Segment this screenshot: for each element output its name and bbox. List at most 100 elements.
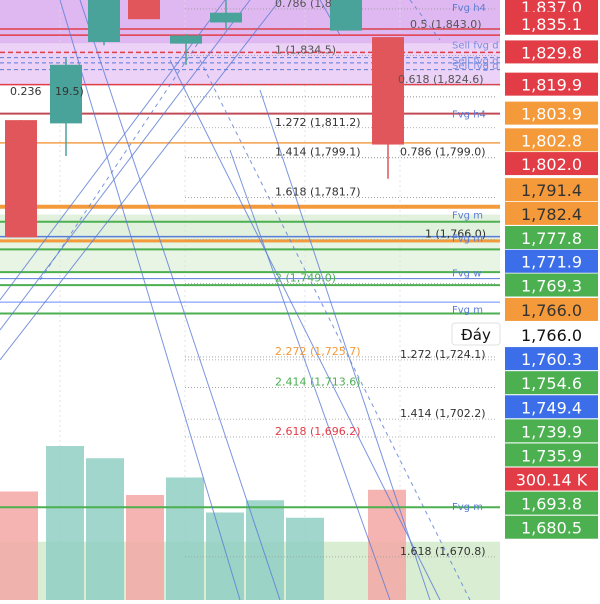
candle-0 (5, 120, 37, 238)
price-tag-label-10: 1,771.9 (521, 253, 582, 272)
fib-label-1: 0.5 (1,843.0) (410, 18, 482, 31)
price-tag-bg-7 (505, 178, 598, 202)
zone-label-2: Sell fvg d (452, 56, 499, 67)
candle-3 (128, 0, 160, 20)
price-tag-13: 1,766.0 (505, 322, 598, 346)
fib-label-14: 2.414 (1,713.6) (275, 376, 361, 389)
price-tag-label-18: 1,735.9 (521, 446, 582, 465)
fib-label-3: 0.618 (1,824.6) (398, 73, 484, 86)
price-tag-bg-20 (505, 491, 598, 515)
price-tag-bg-17 (505, 419, 598, 443)
price-tag-label-8: 1,782.4 (521, 205, 582, 224)
trend-line-8 (229, 149, 391, 601)
price-tag-1: 1,835.1 (505, 11, 598, 35)
fib-label-4: 0.236 (10, 85, 42, 98)
trend-line-9 (259, 89, 431, 601)
zone-band-0 (0, 0, 500, 44)
candle-body-3 (128, 0, 160, 20)
price-tag-label-17: 1,739.9 (521, 422, 582, 441)
price-tag-label-11: 1,769.3 (521, 277, 582, 296)
candle-body-5 (210, 12, 242, 23)
candle-1 (50, 58, 82, 156)
price-tag-bg-8 (505, 201, 598, 225)
fib-label-13: 1.272 (1,724.1) (400, 348, 486, 361)
bottom-marker: Đáy (451, 322, 501, 346)
price-tag-4: 1,803.9 (505, 101, 598, 125)
volume-bar-4 (166, 477, 204, 600)
bottom-marker-label: Đáy (461, 326, 491, 344)
price-tag-16: 1,749.4 (505, 395, 598, 419)
price-tag-label-3: 1,819.9 (521, 76, 582, 95)
fib-label-0: 0.786 (1,8 (275, 0, 332, 10)
price-tag-6: 1,802.0 (505, 152, 598, 176)
price-tag-bg-16 (505, 395, 598, 419)
price-tag-bg-18 (505, 443, 598, 467)
price-tag-14: 1,760.3 (505, 347, 598, 371)
trend-line-2 (0, 0, 226, 301)
price-tag-bg-12 (505, 297, 598, 321)
price-tag-label-12: 1,766.0 (521, 301, 582, 320)
fib-label-17: 1.618 (1,670.8) (400, 545, 486, 558)
trend-line-11 (409, 0, 441, 41)
price-tag-15: 1,754.6 (505, 371, 598, 395)
candle-body-4 (170, 35, 202, 44)
price-tag-label-16: 1,749.4 (521, 398, 582, 417)
zone-label-4: Fvg h4 (452, 110, 486, 121)
candle-5 (210, 0, 242, 29)
price-tag-label-15: 1,754.6 (521, 374, 582, 393)
price-tag-bg-4 (505, 101, 598, 125)
fib-label-15: 1.414 (1,702.2) (400, 407, 486, 420)
trend-line-6 (169, 59, 441, 601)
price-tag-17: 1,739.9 (505, 419, 598, 443)
price-tag-7: 1,791.4 (505, 178, 598, 202)
volume-bar-7 (286, 517, 324, 600)
candle-body-0 (5, 120, 37, 238)
price-tag-5: 1,802.8 (505, 128, 598, 152)
candle-body-1 (50, 64, 82, 124)
price-tag-bg-3 (505, 72, 598, 96)
fib-label-5: 19.5) (55, 85, 84, 98)
zone-label-1: Sell fvg d (452, 41, 499, 52)
price-tag-12: 1,766.0 (505, 297, 598, 321)
price-tag-bg-19 (505, 467, 598, 491)
price-tag-label-9: 1,777.8 (521, 229, 582, 248)
price-tag-label-4: 1,803.9 (521, 105, 582, 124)
price-tag-bg-6 (505, 152, 598, 176)
price-tag-bg-5 (505, 128, 598, 152)
bottom-marker-bg (451, 322, 501, 346)
price-tag-20: 1,693.8 (505, 491, 598, 515)
volume-bar-2 (86, 458, 124, 600)
volume-bar-3 (126, 495, 164, 600)
fib-label-2: 1 (1,834.5) (275, 43, 336, 56)
fib-label-12: 2.272 (1,725.7) (275, 345, 361, 358)
candle-2 (88, 0, 120, 46)
price-tag-label-6: 1,802.0 (521, 155, 582, 174)
fib-label-10: 1 (1,766.0) (425, 228, 486, 241)
price-tag-label-20: 1,693.8 (521, 495, 582, 514)
trend-line-3 (39, 39, 201, 281)
price-tag-21: 1,680.5 (505, 515, 598, 539)
zone-label-9: Fvg m (452, 502, 483, 513)
price-tag-bg-21 (505, 515, 598, 539)
volume-bar-1 (46, 446, 84, 600)
zone-label-0: Fvg h4 (452, 3, 486, 14)
price-tag-label-14: 1,760.3 (521, 350, 582, 369)
price-tag-bg-1 (505, 11, 598, 35)
volume-bar-0 (0, 491, 38, 600)
zone-label-7: Fvg w (452, 268, 481, 279)
price-tag-label-19: 300.14 K (516, 471, 588, 490)
price-tag-bg-2 (505, 40, 598, 64)
trend-line-4 (59, 0, 241, 601)
price-tag-2: 1,829.8 (505, 40, 598, 64)
fib-label-9: 1.618 (1,781.7) (275, 185, 361, 198)
fib-label-16: 2.618 (1,696.2) (275, 425, 361, 438)
price-tag-3: 1,819.9 (505, 72, 598, 96)
price-tag-bg-15 (505, 371, 598, 395)
price-tag-label-5: 1,802.8 (521, 131, 582, 150)
price-tag-label-21: 1,680.5 (521, 519, 582, 538)
fib-label-8: 0.786 (1,799.0) (400, 146, 486, 159)
price-tag-label-1: 1,835.1 (521, 15, 582, 34)
price-tag-bg-11 (505, 273, 598, 297)
